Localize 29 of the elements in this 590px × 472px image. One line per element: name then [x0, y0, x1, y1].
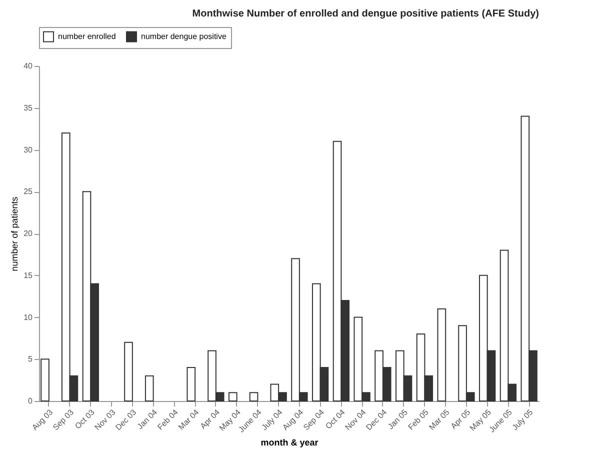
y-tick-label: 30: [24, 145, 34, 154]
x-tick-label: July 05: [510, 407, 536, 432]
y-axis-title: number of patients: [10, 196, 20, 272]
y-tick-label: 15: [24, 270, 34, 280]
x-tick-label: Sep 04: [302, 407, 326, 432]
y-tick-label: 0: [28, 396, 34, 406]
bar: [437, 308, 446, 402]
bar: [249, 392, 258, 402]
y-tick-label: 5: [28, 354, 34, 364]
x-tick-label: Sep 03: [51, 407, 76, 432]
bar: [124, 342, 133, 402]
y-tick-label: 40: [24, 62, 34, 70]
bar: [228, 392, 238, 402]
bar: [40, 358, 50, 402]
legend-label: number enrolled: [58, 32, 116, 41]
x-tick-label: Mar 04: [176, 407, 202, 432]
chart-title: Monthwise Number of enrolled and dengue positive patients (AFE Study): [192, 8, 539, 20]
y-tick-label: 35: [24, 103, 34, 112]
x-tick-label: Dec 04: [364, 407, 389, 432]
x-tick-label: Mar 05: [427, 407, 452, 432]
legend-label: number dengue positive: [141, 32, 227, 41]
y-tick-label: 10: [24, 312, 34, 322]
x-tick-label: Dec 03: [114, 407, 138, 432]
y-tick-label: 25: [24, 187, 34, 196]
x-tick-label: July 04: [260, 407, 285, 432]
bar: [186, 367, 196, 402]
y-tick-label: 20: [24, 229, 34, 238]
x-axis-title: month & year: [260, 437, 319, 448]
bar: [144, 375, 154, 402]
